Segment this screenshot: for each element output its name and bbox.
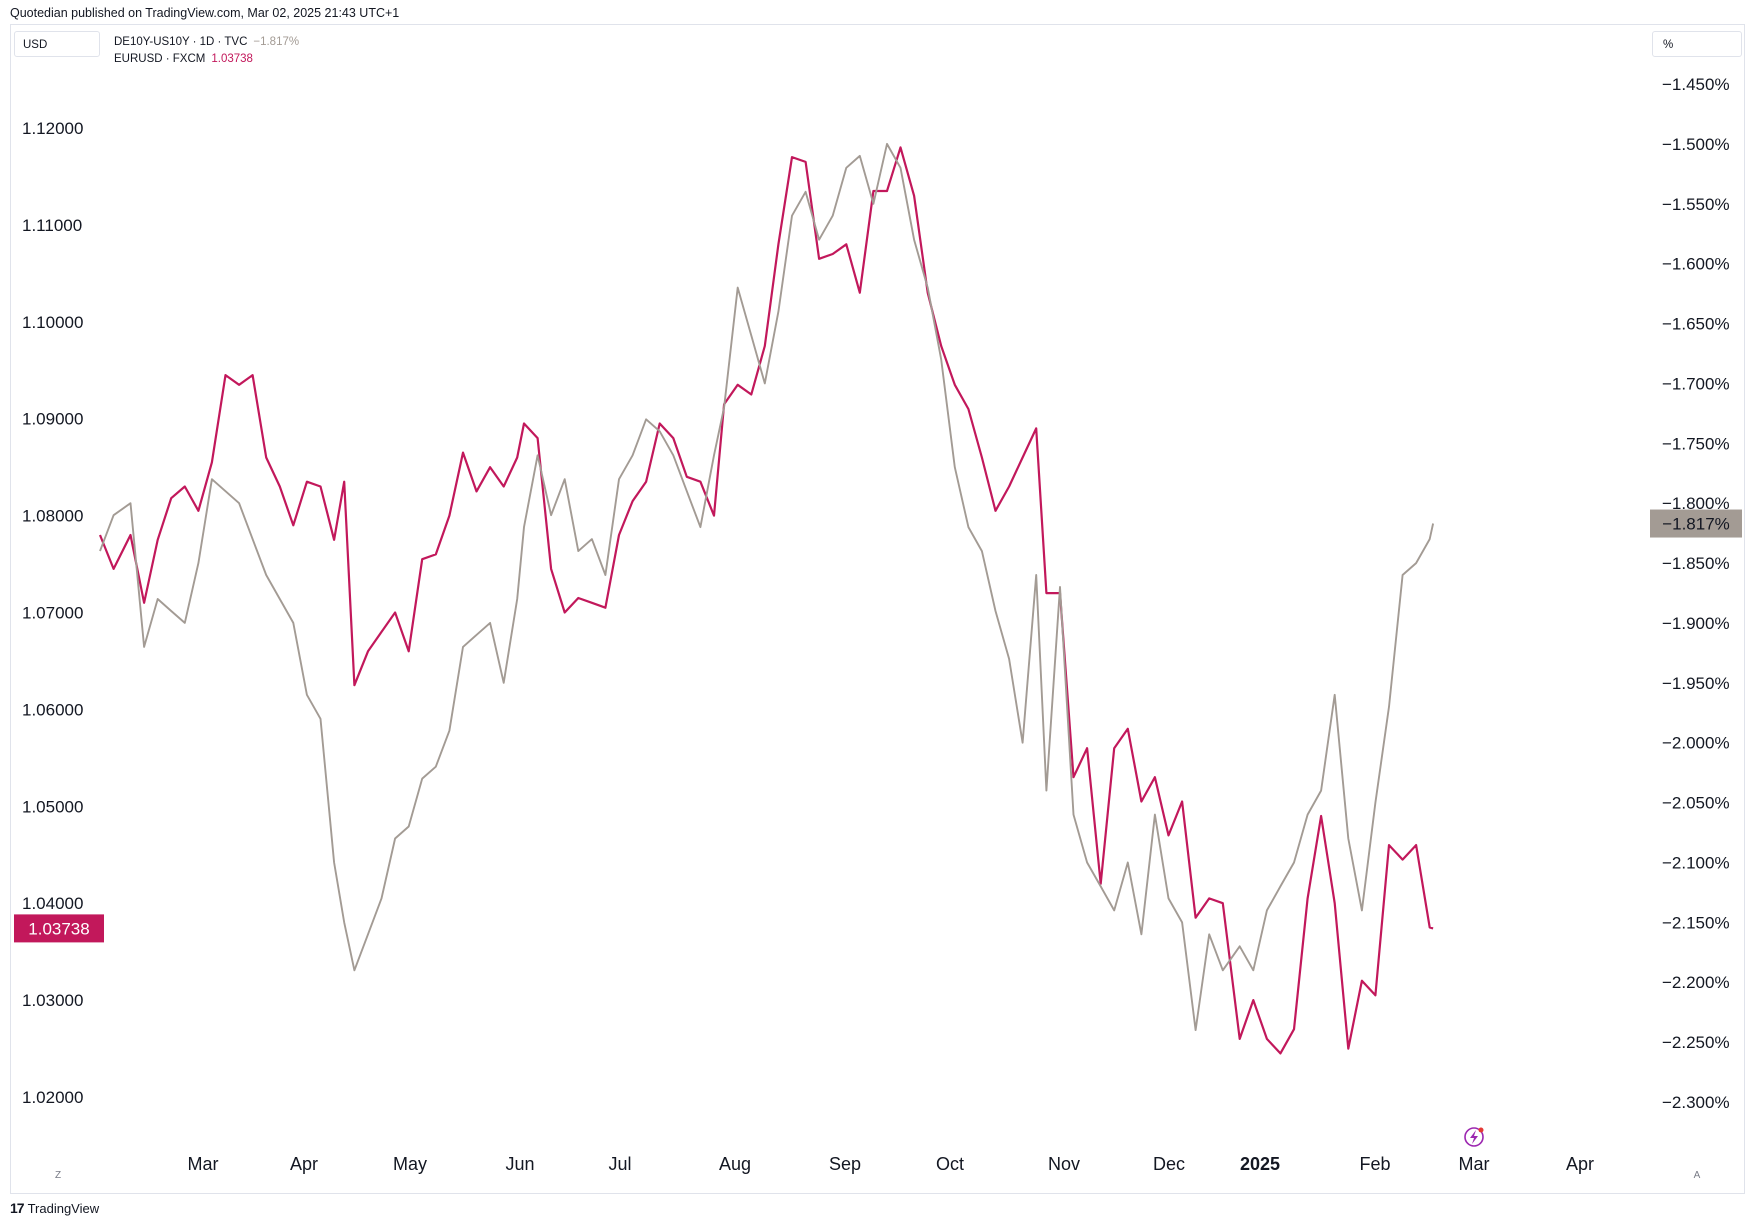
eurusd-last-value-badge <box>14 914 104 943</box>
x-axis-tick-label: Sep <box>829 1154 861 1174</box>
left-axis-tick-label: 1.12000 <box>22 119 83 138</box>
legend-spread-value: −1.817% <box>253 36 300 48</box>
lightning-icon[interactable] <box>1464 1127 1484 1147</box>
spread-last-value-text: −1.817% <box>1662 515 1730 534</box>
left-axis-tick-label: 1.04000 <box>22 894 83 913</box>
right-axis-tick-label: −2.200% <box>1662 973 1730 992</box>
tradingview-logo-icon: 17 <box>10 1200 25 1216</box>
x-axis-tick-label: 2025 <box>1240 1154 1280 1174</box>
corner-label-left: Z <box>55 1170 61 1181</box>
eurusd-last-value-text: 1.03738 <box>28 919 89 938</box>
legend-eurusd-value: 1.03738 <box>211 53 253 65</box>
right-axis-tick-label: −1.750% <box>1662 434 1730 453</box>
x-axis-tick-label: Mar <box>188 1154 219 1174</box>
right-axis-tick-label: −1.500% <box>1662 135 1730 154</box>
right-axis-tick-label: −2.100% <box>1662 853 1730 872</box>
right-axis-tick-label: −1.900% <box>1662 614 1730 633</box>
tradingview-footer[interactable]: 17 TradingView <box>10 1200 99 1216</box>
lightning-icon-ring <box>1464 1127 1484 1147</box>
right-axis-tick-label: −1.800% <box>1662 494 1730 513</box>
x-axis-tick-label: Jun <box>505 1154 534 1174</box>
corner-label-right: A <box>1694 1170 1701 1181</box>
x-axis-tick-label: Dec <box>1153 1154 1185 1174</box>
left-axis-tick-label: 1.08000 <box>22 507 83 526</box>
right-axis-tick-label: −2.000% <box>1662 734 1730 753</box>
x-axis-tick-label: Aug <box>719 1154 751 1174</box>
right-axis-tick-label: −1.550% <box>1662 195 1730 214</box>
legend-spread-label: DE10Y-US10Y · 1D · TVC <box>114 36 248 48</box>
x-axis-tick-label: Feb <box>1359 1154 1390 1174</box>
left-axis-tick-label: 1.05000 <box>22 797 83 816</box>
legend-row-spread[interactable]: DE10Y-US10Y · 1D · TVC −1.817% <box>114 34 299 51</box>
legend-eurusd-label: EURUSD · FXCM <box>114 53 206 65</box>
right-axis-tick-label: −1.600% <box>1662 255 1730 274</box>
tradingview-brand: TradingView <box>27 1200 100 1216</box>
x-axis-tick-label: Oct <box>936 1154 964 1174</box>
left-axis-tick-label: 1.03000 <box>22 991 83 1010</box>
left-axis-tick-label: 1.09000 <box>22 410 83 429</box>
right-axis-tick-label: −2.150% <box>1662 913 1730 932</box>
x-axis-tick-label: Apr <box>290 1154 318 1174</box>
right-axis-tick-label: −2.050% <box>1662 794 1730 813</box>
right-axis-tick-label: −1.950% <box>1662 674 1730 693</box>
legend-row-eurusd[interactable]: EURUSD · FXCM 1.03738 <box>114 51 299 68</box>
right-axis-tick-label: −2.300% <box>1662 1093 1730 1112</box>
x-axis-tick-label: Mar <box>1459 1154 1490 1174</box>
left-axis-tick-label: 1.10000 <box>22 313 83 332</box>
percent-scale-selector[interactable]: % <box>1652 31 1742 57</box>
x-axis-tick-label: May <box>393 1154 427 1174</box>
currency-selector[interactable]: USD <box>14 31 100 57</box>
chart-frame <box>10 24 1745 1194</box>
left-axis-tick-label: 1.02000 <box>22 1088 83 1107</box>
right-axis-tick-label: −2.250% <box>1662 1033 1730 1052</box>
spread-series-line <box>99 142 1435 1032</box>
publish-info: Quotedian published on TradingView.com, … <box>10 6 400 20</box>
left-axis-tick-label: 1.11000 <box>22 216 82 235</box>
x-axis-tick-label: Apr <box>1566 1154 1594 1174</box>
spread-last-value-badge <box>1650 509 1742 538</box>
lightning-icon-dot <box>1478 1127 1484 1133</box>
right-axis-tick-label: −1.700% <box>1662 374 1730 393</box>
right-axis-tick-label: −1.850% <box>1662 554 1730 573</box>
left-axis-tick-label: 1.07000 <box>22 604 83 623</box>
left-axis-tick-label: 1.06000 <box>22 700 83 719</box>
x-axis-tick-label: Nov <box>1048 1154 1080 1174</box>
x-axis-tick-label: Jul <box>608 1154 631 1174</box>
right-axis-tick-label: −1.450% <box>1662 75 1730 94</box>
lightning-icon-bolt <box>1470 1130 1478 1144</box>
right-axis-tick-label: −1.650% <box>1662 315 1730 334</box>
eurusd-series-line <box>98 146 1434 1055</box>
chart-legend: DE10Y-US10Y · 1D · TVC −1.817% EURUSD · F… <box>114 34 299 68</box>
